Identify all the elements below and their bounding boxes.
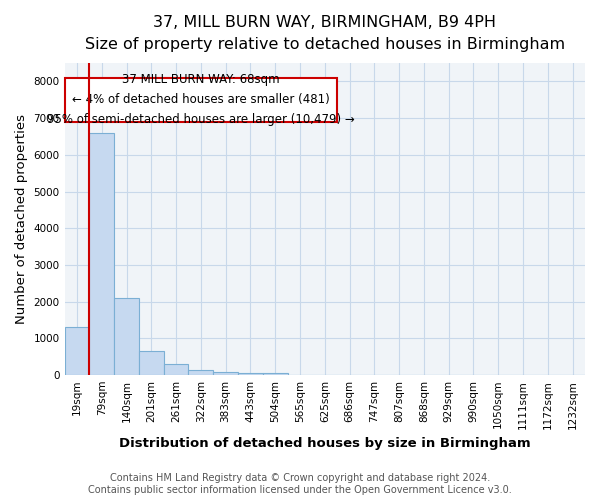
Text: Contains HM Land Registry data © Crown copyright and database right 2024.
Contai: Contains HM Land Registry data © Crown c… bbox=[88, 474, 512, 495]
Bar bbox=[89, 133, 114, 375]
Bar bbox=[139, 351, 164, 375]
X-axis label: Distribution of detached houses by size in Birmingham: Distribution of detached houses by size … bbox=[119, 437, 530, 450]
Title: 37, MILL BURN WAY, BIRMINGHAM, B9 4PH
Size of property relative to detached hous: 37, MILL BURN WAY, BIRMINGHAM, B9 4PH Si… bbox=[85, 15, 565, 52]
FancyBboxPatch shape bbox=[65, 78, 337, 122]
Bar bbox=[65, 326, 89, 375]
Text: 37 MILL BURN WAY: 68sqm
← 4% of detached houses are smaller (481)
95% of semi-de: 37 MILL BURN WAY: 68sqm ← 4% of detached… bbox=[47, 74, 355, 126]
Bar bbox=[164, 364, 188, 375]
Bar bbox=[188, 370, 213, 375]
Bar bbox=[263, 373, 287, 375]
Bar bbox=[238, 373, 263, 375]
Bar bbox=[213, 372, 238, 375]
Bar bbox=[114, 298, 139, 375]
Y-axis label: Number of detached properties: Number of detached properties bbox=[15, 114, 28, 324]
